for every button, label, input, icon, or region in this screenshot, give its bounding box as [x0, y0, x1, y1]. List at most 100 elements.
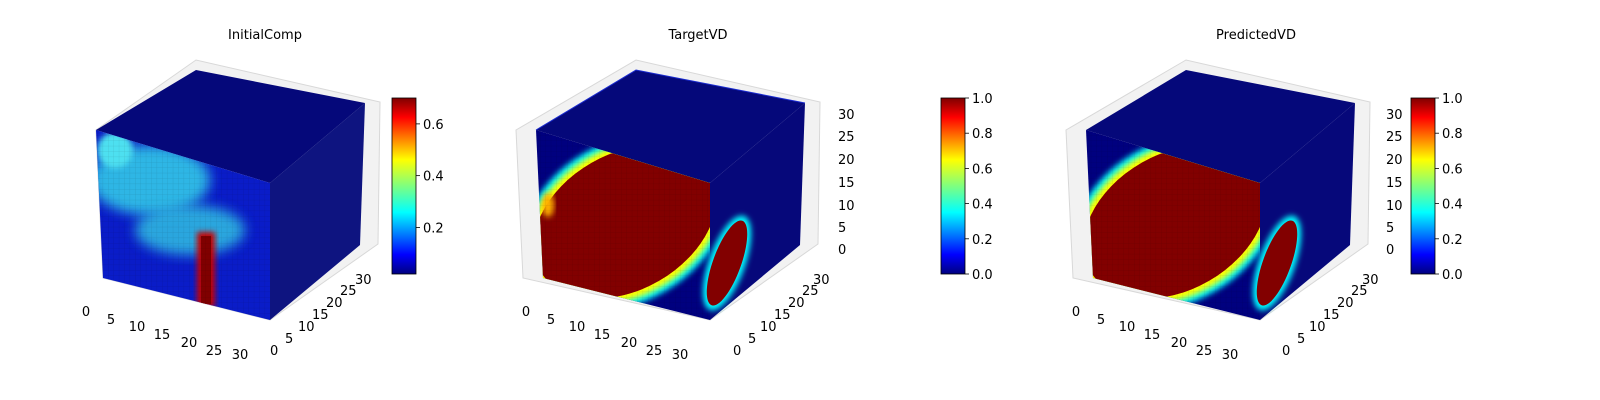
x-tick-2-2: 10: [1119, 320, 1136, 335]
subplot-predictedvd: PredictedVD 0 5 10 15 20 2: [1065, 28, 1463, 363]
colorbar-tick-label-2-4: 0.8: [1442, 127, 1463, 142]
y-axis-2: 0 5 10 15 20 25 30: [1282, 273, 1379, 359]
y-tick-1-1: 5: [748, 332, 756, 347]
y-tick-0-0: 0: [270, 344, 278, 359]
x-tick-1-2: 10: [569, 320, 586, 335]
y-axis-0: 0 5 10 15 20 25 30: [270, 273, 372, 359]
y-tick-2-2: 10: [1309, 320, 1326, 335]
z-tick-2-5: 25: [1386, 130, 1403, 145]
x-tick-1-1: 5: [547, 313, 555, 328]
y-tick-1-4: 20: [788, 296, 805, 311]
colorbar-tick-label-2-3: 0.6: [1442, 162, 1463, 177]
x-tick-2-5: 25: [1196, 344, 1213, 359]
y-tick-1-0: 0: [733, 344, 741, 359]
y-tick-0-6: 30: [355, 273, 372, 288]
colorbar-tick-label-1-2: 0.4: [972, 198, 993, 213]
x-tick-0-3: 15: [154, 328, 171, 343]
z-tick-1-5: 25: [838, 130, 855, 145]
voxel-cube-1: [535, 69, 806, 320]
chart-title-0: InitialComp: [228, 28, 302, 43]
colorbar-tick-label-1-0: 0.0: [972, 268, 993, 283]
colorbar-tick-label-1-5: 1.0: [972, 92, 993, 107]
colorbar-tick-label-2-1: 0.2: [1442, 233, 1463, 248]
y-tick-0-2: 10: [298, 320, 315, 335]
x-tick-2-4: 20: [1171, 336, 1188, 351]
y-tick-0-3: 15: [312, 308, 329, 323]
z-tick-1-1: 5: [838, 221, 846, 236]
y-tick-2-3: 15: [1323, 308, 1340, 323]
z-tick-2-6: 30: [1386, 108, 1403, 123]
y-axis-1: 0 5 10 15 20 25 30: [733, 273, 830, 359]
cube-top-face-2: [1086, 70, 1355, 183]
z-tick-2-2: 10: [1386, 199, 1403, 214]
x-tick-1-0: 0: [522, 305, 530, 320]
x-tick-2-0: 0: [1072, 305, 1080, 320]
y-tick-2-1: 5: [1297, 332, 1305, 347]
y-tick-1-5: 25: [802, 284, 819, 299]
voxel-cube-0: [96, 70, 365, 320]
colorbar-tick-label-0-0: 0.2: [423, 221, 444, 236]
colorbar-bar-1: [940, 97, 966, 275]
chart-title-2: PredictedVD: [1216, 28, 1296, 43]
x-tick-0-2: 10: [129, 320, 146, 335]
z-tick-1-0: 0: [838, 243, 846, 258]
colorbar-2: 0.0 0.2 0.4 0.6 0.8 1.0: [1410, 92, 1463, 283]
x-tick-2-1: 5: [1097, 313, 1105, 328]
x-tick-0-0: 0: [82, 305, 90, 320]
chart-title-1: TargetVD: [667, 28, 727, 43]
x-tick-1-5: 25: [646, 344, 663, 359]
colorbar-tick-label-0-2: 0.6: [423, 118, 444, 133]
x-axis-0: 0 5 10 15 20 25 30: [82, 305, 248, 363]
y-tick-1-2: 10: [760, 320, 777, 335]
z-tick-2-1: 5: [1386, 221, 1394, 236]
z-tick-1-6: 30: [838, 108, 855, 123]
z-tick-1-2: 10: [838, 199, 855, 214]
x-axis-2: 0 5 10 15 20 25 30: [1072, 305, 1238, 363]
cube-top-face-1: [536, 70, 805, 183]
z-axis-2: 0 5 10 15 20 25 30: [1386, 108, 1403, 258]
colorbar-tick-label-1-4: 0.8: [972, 127, 993, 142]
x-tick-1-6: 30: [672, 348, 689, 363]
x-tick-0-1: 5: [107, 313, 115, 328]
y-tick-0-4: 20: [326, 296, 343, 311]
cube-top-face-0: [96, 70, 365, 183]
y-tick-2-5: 25: [1351, 284, 1368, 299]
subplot-targetvd: TargetVD 0 5 10 15: [515, 28, 993, 363]
voxel-cube-2: [1086, 70, 1355, 320]
cube-side-face-0: [270, 103, 365, 320]
side-ellipse-2: [1252, 215, 1302, 311]
colorbar-tick-label-2-2: 0.4: [1442, 198, 1463, 213]
x-tick-0-5: 25: [206, 344, 223, 359]
x-tick-1-4: 20: [621, 336, 638, 351]
z-tick-1-4: 20: [838, 153, 855, 168]
x-tick-0-4: 20: [181, 336, 198, 351]
x-tick-0-6: 30: [232, 348, 249, 363]
y-tick-2-4: 20: [1337, 296, 1354, 311]
y-tick-0-5: 25: [340, 284, 357, 299]
z-tick-2-3: 15: [1386, 176, 1403, 191]
y-tick-2-6: 30: [1362, 273, 1379, 288]
y-tick-1-6: 30: [813, 273, 830, 288]
colorbar-0: 0.2 0.4 0.6: [391, 97, 444, 275]
z-tick-2-0: 0: [1386, 243, 1394, 258]
x-tick-1-3: 15: [594, 328, 611, 343]
y-tick-2-0: 0: [1282, 344, 1290, 359]
z-tick-1-3: 15: [838, 176, 855, 191]
x-tick-2-3: 15: [1144, 328, 1161, 343]
colorbar-bar-0: [391, 97, 417, 275]
y-tick-1-3: 15: [774, 308, 791, 323]
y-tick-0-1: 5: [285, 332, 293, 347]
colorbar-tick-label-0-1: 0.4: [423, 170, 444, 185]
colorbar-tick-label-2-5: 1.0: [1442, 92, 1463, 107]
subplot-initialcomp: InitialComp 0 5 10 15 20: [82, 28, 444, 363]
x-axis-1: 0 5 10 15 20 25 30: [522, 305, 688, 363]
colorbar-tick-label-2-0: 0.0: [1442, 268, 1463, 283]
z-axis-1: 0 5 10 15 20 25 30: [838, 108, 855, 258]
colorbar-bar-2: [1410, 97, 1436, 275]
z-tick-2-4: 20: [1386, 153, 1403, 168]
side-ellipse-1: [702, 215, 752, 311]
x-tick-2-6: 30: [1222, 348, 1239, 363]
colorbar-tick-label-1-3: 0.6: [972, 162, 993, 177]
colorbar-1: 0.0 0.2 0.4 0.6 0.8 1.0: [940, 92, 993, 283]
